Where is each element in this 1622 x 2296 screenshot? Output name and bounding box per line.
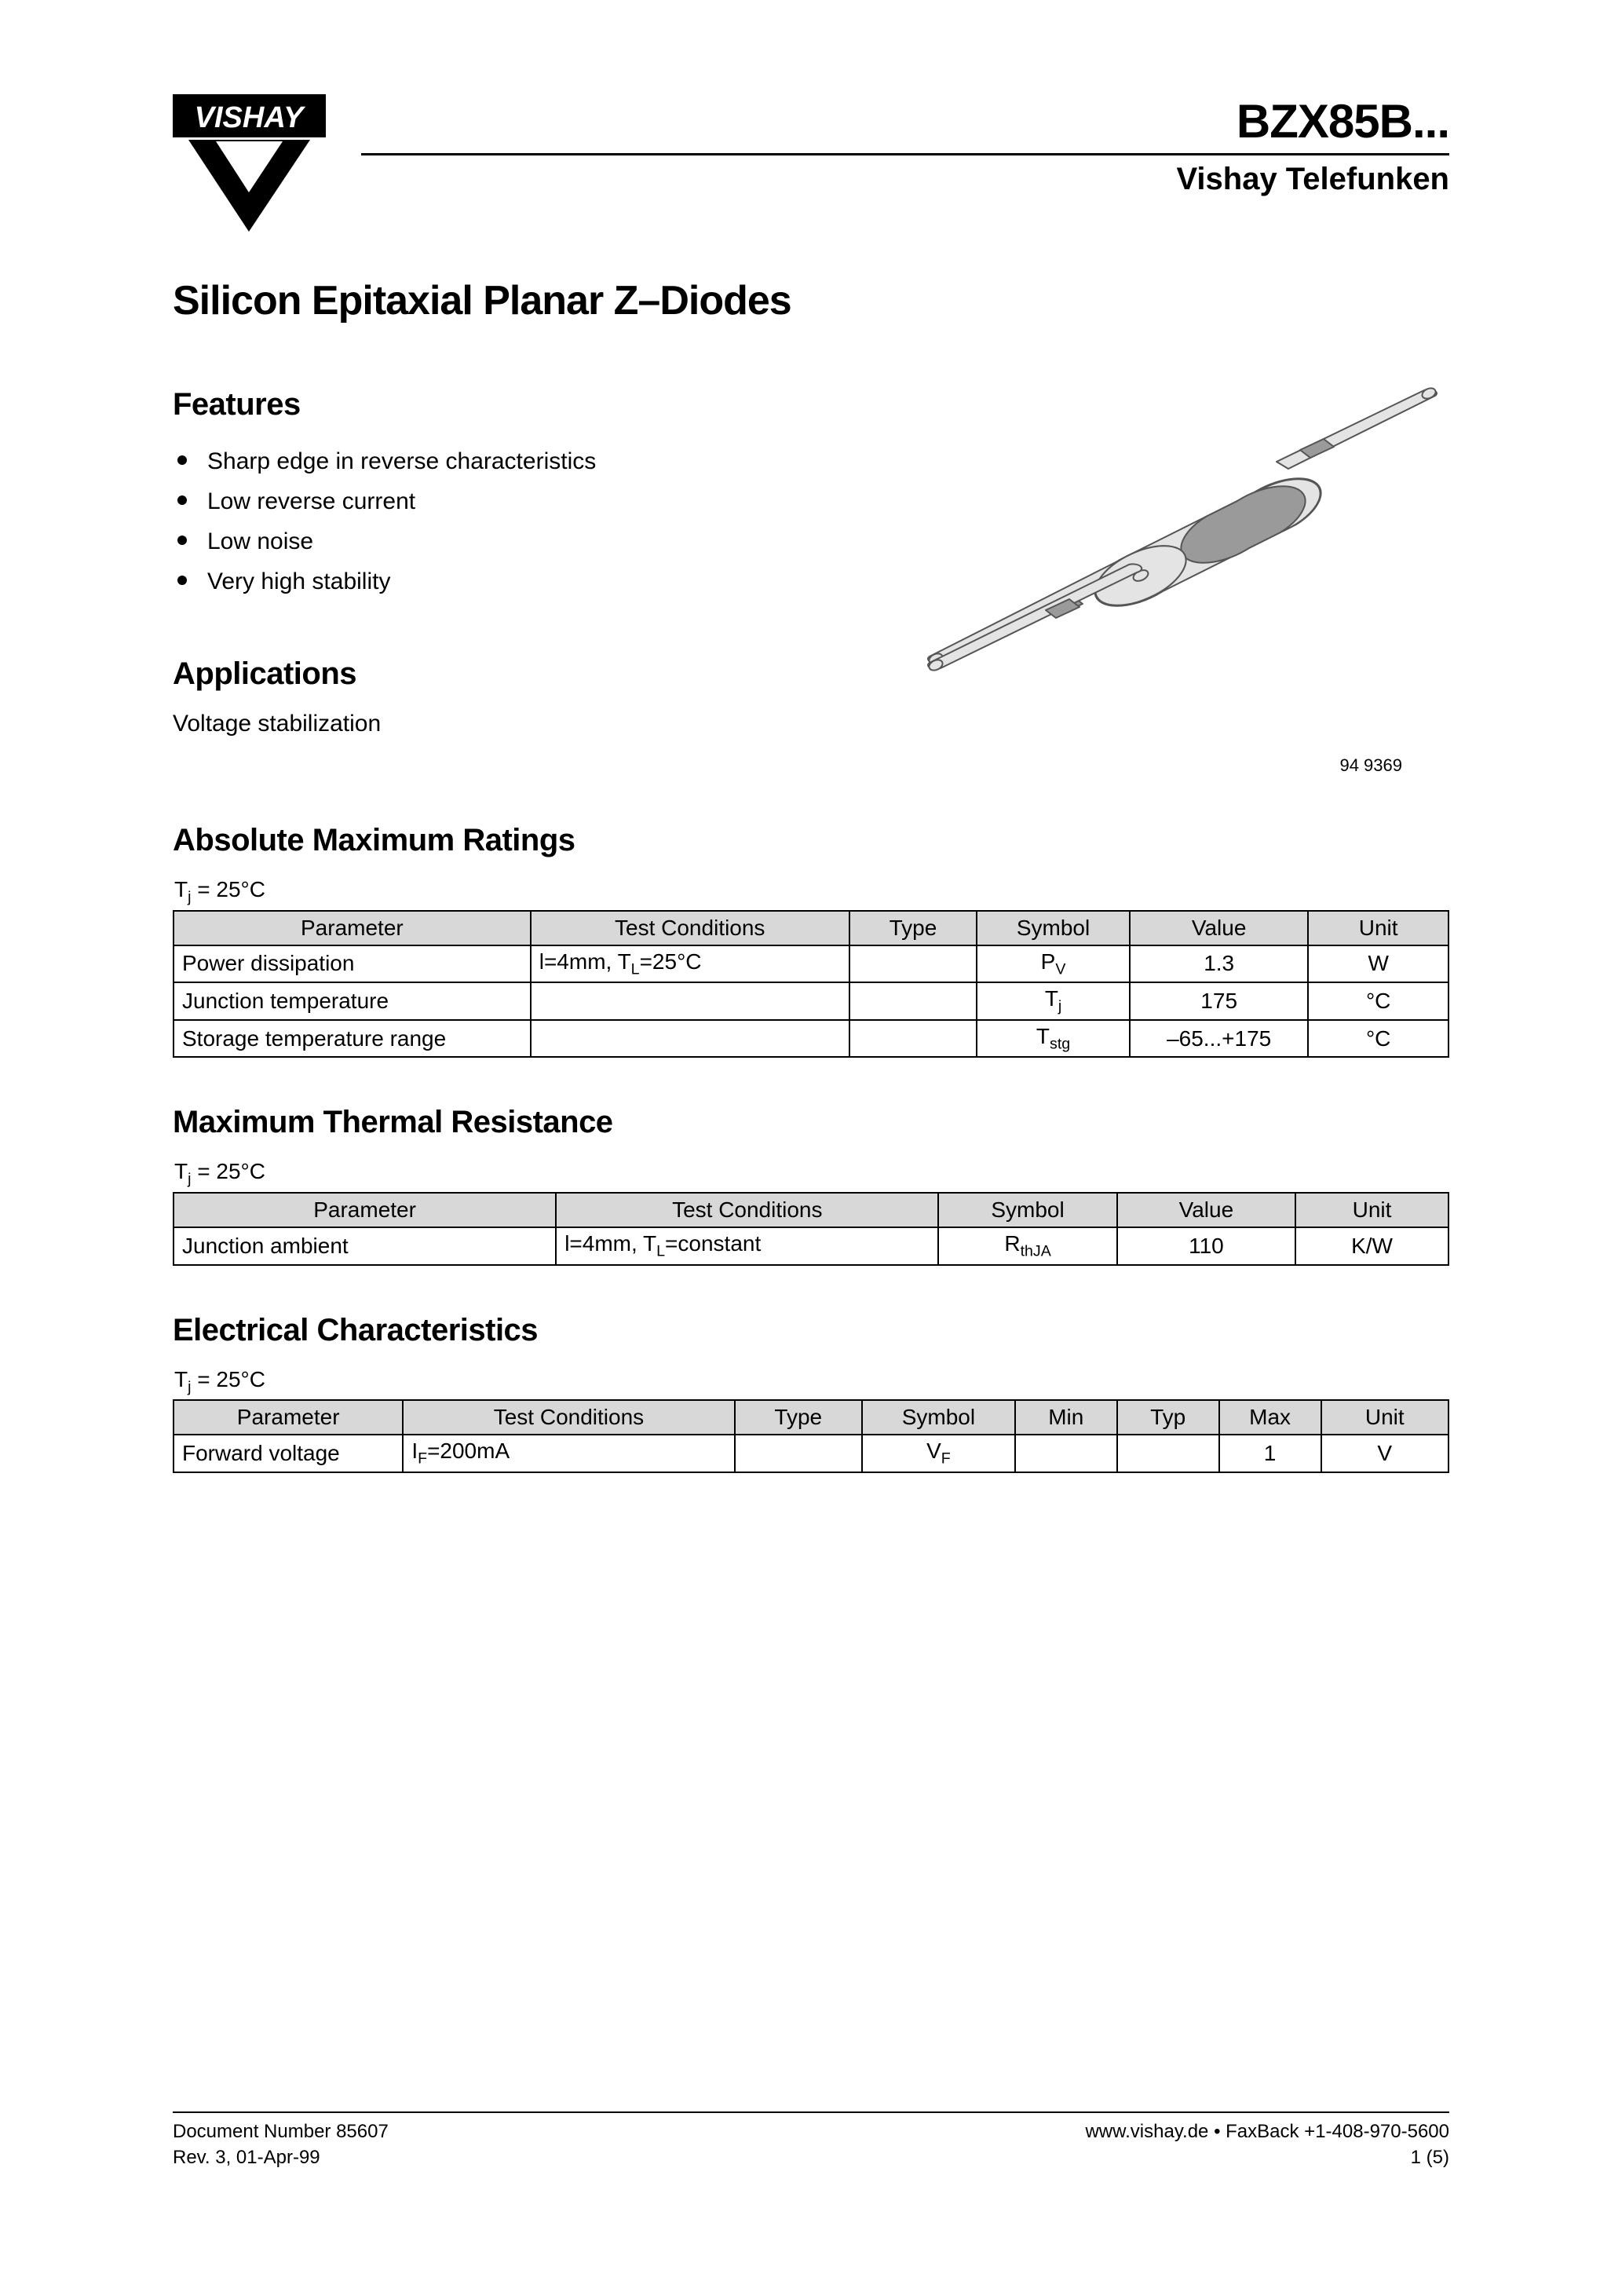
- table-row: Power dissipation l=4mm, TL=25°C PV 1.3 …: [174, 945, 1448, 983]
- cell-value: 110: [1117, 1227, 1295, 1265]
- cell-typ: [1117, 1435, 1219, 1472]
- features-list: Sharp edge in reverse characteristics Lo…: [173, 441, 845, 601]
- footer-right: www.vishay.de • FaxBack +1-408-970-5600 …: [1085, 2119, 1449, 2170]
- cell-test-conditions: l=4mm, TL=constant: [556, 1227, 938, 1265]
- mtr-section: Maximum Thermal Resistance Tj = 25°C Par…: [173, 1105, 1449, 1265]
- table-row: Junction ambient l=4mm, TL=constant RthJ…: [174, 1227, 1448, 1265]
- features-heading: Features: [173, 387, 845, 422]
- ec-section: Electrical Characteristics Tj = 25°C Par…: [173, 1313, 1449, 1473]
- cell-unit: W: [1308, 945, 1448, 983]
- cell-symbol: RthJA: [938, 1227, 1116, 1265]
- cell-max: 1: [1219, 1435, 1321, 1472]
- col-test-conditions: Test Conditions: [556, 1193, 938, 1227]
- part-number: BZX85B...: [361, 94, 1449, 148]
- cell-unit: K/W: [1295, 1227, 1448, 1265]
- cell-parameter: Forward voltage: [174, 1435, 403, 1472]
- cell-symbol: Tj: [977, 982, 1130, 1020]
- col-unit: Unit: [1308, 911, 1448, 945]
- page-footer: Document Number 85607 Rev. 3, 01-Apr-99 …: [173, 2111, 1449, 2170]
- ec-heading: Electrical Characteristics: [173, 1313, 1449, 1348]
- feature-item: Low reverse current: [176, 481, 845, 521]
- figure-column: 94 9369: [860, 387, 1449, 776]
- cell-parameter: Power dissipation: [174, 945, 531, 983]
- col-parameter: Parameter: [174, 1400, 403, 1435]
- footer-rule: [173, 2111, 1449, 2113]
- cell-parameter: Junction temperature: [174, 982, 531, 1020]
- ec-table: Parameter Test Conditions Type Symbol Mi…: [173, 1399, 1449, 1473]
- col-test-conditions: Test Conditions: [531, 911, 849, 945]
- cell-parameter: Storage temperature range: [174, 1020, 531, 1058]
- col-unit: Unit: [1321, 1400, 1448, 1435]
- cell-type: [849, 945, 977, 983]
- mtr-table: Parameter Test Conditions Symbol Value U…: [173, 1192, 1449, 1266]
- figure-reference: 94 9369: [860, 755, 1449, 776]
- table-row: Storage temperature range Tstg –65...+17…: [174, 1020, 1448, 1058]
- applications-heading: Applications: [173, 656, 845, 692]
- cell-unit: °C: [1308, 1020, 1448, 1058]
- logo-text: VISHAY: [195, 101, 306, 134]
- footer-left: Document Number 85607 Rev. 3, 01-Apr-99: [173, 2119, 389, 2170]
- cell-symbol: PV: [977, 945, 1130, 983]
- cell-symbol: Tstg: [977, 1020, 1130, 1058]
- applications-text: Voltage stabilization: [173, 711, 845, 737]
- cell-test-conditions: IF=200mA: [403, 1435, 734, 1472]
- cell-value: 1.3: [1130, 945, 1308, 983]
- table-header-row: Parameter Test Conditions Type Symbol Va…: [174, 911, 1448, 945]
- ec-condition: Tj = 25°C: [174, 1367, 1449, 1397]
- cell-type: [849, 982, 977, 1020]
- amr-section: Absolute Maximum Ratings Tj = 25°C Param…: [173, 823, 1449, 1058]
- col-parameter: Parameter: [174, 911, 531, 945]
- page-number: 1 (5): [1085, 2145, 1449, 2170]
- col-value: Value: [1117, 1193, 1295, 1227]
- table-row: Junction temperature Tj 175 °C: [174, 982, 1448, 1020]
- cell-value: –65...+175: [1130, 1020, 1308, 1058]
- col-min: Min: [1015, 1400, 1117, 1435]
- cell-parameter: Junction ambient: [174, 1227, 556, 1265]
- feature-item: Sharp edge in reverse characteristics: [176, 441, 845, 481]
- table-header-row: Parameter Test Conditions Type Symbol Mi…: [174, 1400, 1448, 1435]
- cell-type: [849, 1020, 977, 1058]
- col-symbol: Symbol: [862, 1400, 1015, 1435]
- revision: Rev. 3, 01-Apr-99: [173, 2145, 389, 2170]
- cell-min: [1015, 1435, 1117, 1472]
- cell-unit: °C: [1308, 982, 1448, 1020]
- cell-type: [735, 1435, 862, 1472]
- col-value: Value: [1130, 911, 1308, 945]
- col-test-conditions: Test Conditions: [403, 1400, 734, 1435]
- col-max: Max: [1219, 1400, 1321, 1435]
- table-header-row: Parameter Test Conditions Symbol Value U…: [174, 1193, 1448, 1227]
- doc-number: Document Number 85607: [173, 2119, 389, 2144]
- cell-test-conditions: [531, 982, 849, 1020]
- col-type: Type: [849, 911, 977, 945]
- amr-heading: Absolute Maximum Ratings: [173, 823, 1449, 858]
- page-title: Silicon Epitaxial Planar Z–Diodes: [173, 277, 1449, 324]
- header-rule: [361, 153, 1449, 155]
- company-name: Vishay Telefunken: [361, 162, 1449, 197]
- feature-item: Low noise: [176, 521, 845, 561]
- features-applications-column: Features Sharp edge in reverse character…: [173, 387, 845, 776]
- mtr-condition: Tj = 25°C: [174, 1159, 1449, 1189]
- amr-table: Parameter Test Conditions Type Symbol Va…: [173, 910, 1449, 1058]
- mtr-heading: Maximum Thermal Resistance: [173, 1105, 1449, 1140]
- header-title-block: BZX85B... Vishay Telefunken: [361, 94, 1449, 197]
- cell-test-conditions: [531, 1020, 849, 1058]
- page-header: VISHAY BZX85B... Vishay Telefunken: [173, 94, 1449, 239]
- table-row: Forward voltage IF=200mA VF 1 V: [174, 1435, 1448, 1472]
- col-symbol: Symbol: [977, 911, 1130, 945]
- col-symbol: Symbol: [938, 1193, 1116, 1227]
- cell-test-conditions: l=4mm, TL=25°C: [531, 945, 849, 983]
- amr-condition: Tj = 25°C: [174, 877, 1449, 907]
- cell-unit: V: [1321, 1435, 1448, 1472]
- col-type: Type: [735, 1400, 862, 1435]
- col-parameter: Parameter: [174, 1193, 556, 1227]
- cell-symbol: VF: [862, 1435, 1015, 1472]
- features-figure-row: Features Sharp edge in reverse character…: [173, 387, 1449, 776]
- diode-drawing: [860, 387, 1449, 748]
- col-unit: Unit: [1295, 1193, 1448, 1227]
- feature-item: Very high stability: [176, 561, 845, 601]
- web-fax: www.vishay.de • FaxBack +1-408-970-5600: [1085, 2119, 1449, 2144]
- vishay-logo: VISHAY: [173, 94, 330, 239]
- col-typ: Typ: [1117, 1400, 1219, 1435]
- cell-value: 175: [1130, 982, 1308, 1020]
